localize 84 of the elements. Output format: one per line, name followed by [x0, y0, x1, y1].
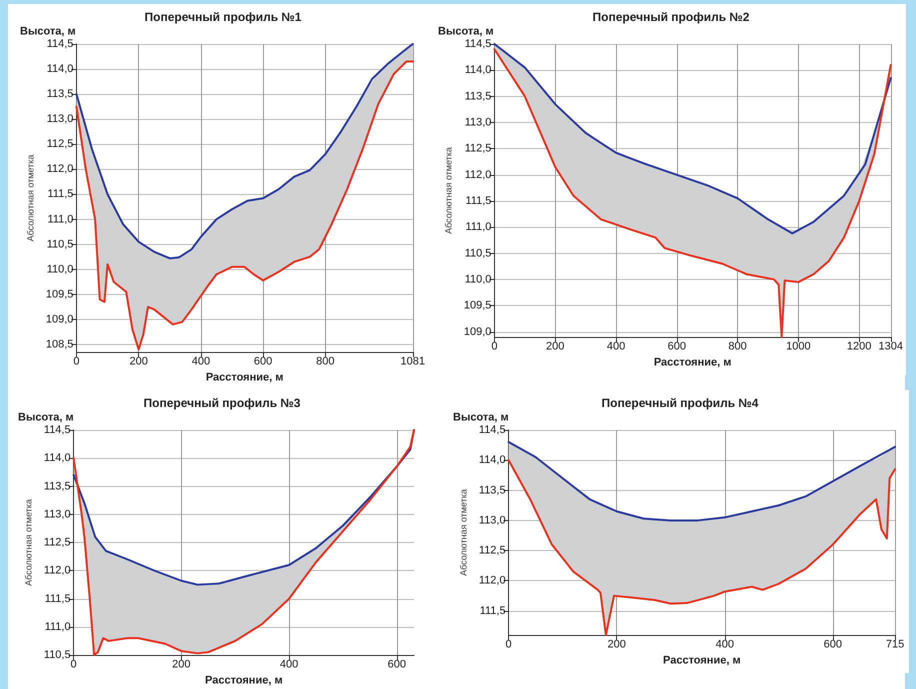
y-tick-label: 109,0: [464, 326, 492, 338]
x-tick-label: 200: [172, 658, 191, 670]
x-tick-label: 200: [129, 356, 148, 368]
text: Высота, м: [20, 26, 76, 38]
text: Высота, м: [438, 26, 494, 38]
x-tick-label: 600: [388, 658, 406, 670]
text: Высота, м: [453, 412, 509, 424]
y-tick-label: 112,0: [46, 163, 74, 176]
y-tick-label: 113,5: [44, 480, 71, 492]
x-tick-label: 800: [316, 356, 335, 368]
x-tick-label: 0: [506, 638, 512, 650]
y-tick-label: 112,5: [478, 544, 506, 557]
y-tick-label: 112,5: [44, 536, 71, 548]
y-tick-label: 112,0: [464, 168, 492, 181]
y-tick-label: 110,5: [464, 247, 492, 260]
y-tick-label: 111,0: [48, 213, 74, 226]
y-axis-title: Абсолютная отметка: [444, 147, 454, 234]
y-tick-label: 114,0: [464, 64, 492, 76]
x-tick-label: 200: [608, 638, 626, 650]
y-tick-label: 111,5: [466, 194, 492, 207]
y-tick-label: 110,5: [44, 649, 71, 661]
x-tick-label: 800: [728, 340, 747, 352]
y-tick-label: 113,5: [46, 88, 74, 100]
x-axis-title: Расстояние, м: [654, 356, 732, 368]
x-axis-title: Расстояние, м: [663, 654, 741, 666]
y-tick-label: 114,5: [478, 424, 506, 436]
x-tick-label: 0: [491, 340, 498, 352]
y-tick-label: 113,5: [478, 484, 506, 496]
y-tick-label: 110,0: [464, 273, 492, 286]
y-tick-label: 112,5: [46, 138, 74, 150]
line-series: [508, 441, 896, 522]
chart-title: Поперечный профиль №3: [144, 396, 301, 410]
y-tick-label: 114,5: [46, 38, 74, 50]
y-axis-title: Абсолютная отметка: [26, 154, 36, 242]
line-series: [72, 429, 415, 586]
y-tick-label: 109,0: [46, 313, 74, 326]
line-series: [493, 43, 892, 234]
chart-title: Поперечный профиль №1: [144, 10, 302, 24]
x-axis-title: Расстояние, м: [205, 674, 283, 686]
y-tick-label: 112,0: [478, 574, 506, 587]
x-tick-label: 400: [606, 340, 626, 352]
y-tick-label: 111,0: [466, 221, 492, 234]
x-tick-label: 0: [73, 356, 80, 368]
y-tick-label: 113,0: [44, 508, 71, 520]
y-tick-label: 108,5: [46, 338, 74, 350]
y-tick-label: 113,0: [46, 113, 74, 126]
y-axis-title: Абсолютная отметка: [458, 489, 468, 576]
y-tick-label: 113,0: [464, 116, 492, 128]
x-tick-label: 600: [254, 356, 272, 368]
x-tick-label: 400: [716, 638, 734, 650]
y-tick-label: 110,5: [46, 238, 74, 250]
y-tick-label: 113,0: [478, 514, 506, 526]
y-tick-label: 114,0: [44, 452, 71, 464]
x-tick-label: 1081: [400, 356, 426, 368]
y-tick-label: 109,5: [464, 300, 492, 312]
x-axis-title: Расстояние, м: [206, 372, 284, 384]
x-tick-label: 600: [668, 340, 686, 352]
y-tick-label: 114,5: [44, 424, 71, 436]
y-tick-label: 112,5: [464, 142, 492, 155]
x-tick-label: 1000: [786, 340, 811, 352]
x-tick-label: 200: [546, 340, 564, 352]
y-tick-label: 111,5: [48, 188, 74, 200]
y-axis-title: Абсолютная отметка: [24, 499, 34, 586]
y-tick-label: 113,5: [464, 90, 492, 102]
y-tick-label: 111,5: [44, 592, 71, 605]
x-tick-label: 600: [824, 638, 842, 650]
y-tick-label: 111,5: [480, 604, 506, 617]
x-tick-label: 0: [70, 658, 77, 670]
x-tick-label: 1304: [878, 340, 904, 352]
chart-title: Поперечный профиль №2: [592, 10, 750, 24]
y-tick-label: 111,0: [44, 620, 71, 633]
chart-title: Поперечный профиль №4: [602, 396, 759, 410]
y-tick-label: 112,0: [44, 564, 71, 577]
x-tick-label: 1200: [846, 340, 872, 352]
x-tick-label: 400: [280, 658, 298, 670]
y-tick-label: 114,0: [46, 63, 74, 76]
line-series: [75, 43, 414, 260]
y-tick-label: 109,5: [46, 288, 74, 300]
y-tick-label: 110,0: [46, 263, 74, 276]
x-tick-label: 400: [192, 356, 210, 368]
text: Высота, м: [18, 412, 74, 424]
y-tick-label: 114,0: [478, 454, 506, 466]
y-tick-label: 114,5: [464, 38, 492, 50]
x-tick-label: 715: [886, 638, 904, 650]
